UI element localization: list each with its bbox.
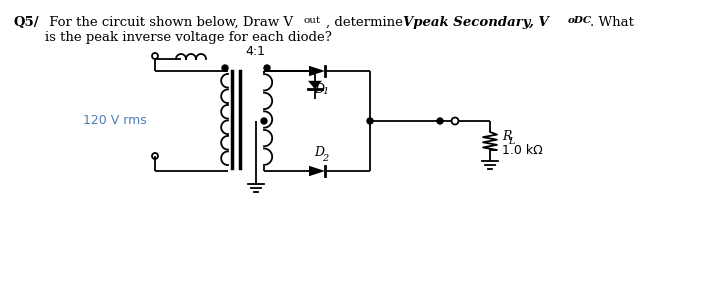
Circle shape xyxy=(222,65,228,71)
Text: L: L xyxy=(508,136,515,146)
Text: is the peak inverse voltage for each diode?: is the peak inverse voltage for each dio… xyxy=(45,31,332,44)
Text: 4:1: 4:1 xyxy=(245,45,265,58)
Polygon shape xyxy=(309,66,325,76)
Polygon shape xyxy=(309,166,325,176)
Text: 2: 2 xyxy=(322,154,328,163)
Polygon shape xyxy=(308,81,322,89)
Text: Q5/: Q5/ xyxy=(13,16,39,29)
Text: , determine: , determine xyxy=(326,16,407,29)
Text: 1: 1 xyxy=(322,87,328,96)
Circle shape xyxy=(264,65,270,71)
Text: R: R xyxy=(502,130,511,142)
Circle shape xyxy=(437,118,443,124)
Text: For the circuit shown below, Draw V: For the circuit shown below, Draw V xyxy=(45,16,293,29)
Text: . What: . What xyxy=(590,16,634,29)
Text: 1.0 kΩ: 1.0 kΩ xyxy=(502,144,543,158)
Circle shape xyxy=(261,118,267,124)
Text: out: out xyxy=(303,16,320,25)
Circle shape xyxy=(367,118,373,124)
Text: D: D xyxy=(314,146,324,159)
Text: oDC: oDC xyxy=(568,16,592,25)
Text: 120 V rms: 120 V rms xyxy=(84,114,147,128)
Text: D: D xyxy=(314,83,324,96)
Text: Vpeak Secondary, V: Vpeak Secondary, V xyxy=(403,16,549,29)
